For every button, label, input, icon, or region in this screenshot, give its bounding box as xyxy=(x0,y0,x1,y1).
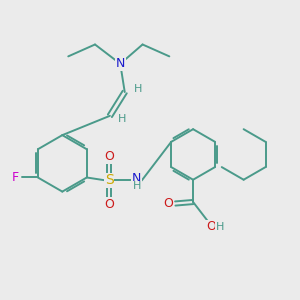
Text: H: H xyxy=(118,114,126,124)
Text: F: F xyxy=(12,171,19,184)
Text: O: O xyxy=(163,197,173,210)
Text: H: H xyxy=(133,182,141,191)
Text: O: O xyxy=(104,198,114,211)
Text: O: O xyxy=(104,150,114,163)
Text: O: O xyxy=(206,220,216,233)
Text: H: H xyxy=(216,222,224,232)
Text: N: N xyxy=(132,172,141,185)
Text: N: N xyxy=(116,57,125,70)
Text: H: H xyxy=(134,84,142,94)
Text: S: S xyxy=(105,173,113,188)
